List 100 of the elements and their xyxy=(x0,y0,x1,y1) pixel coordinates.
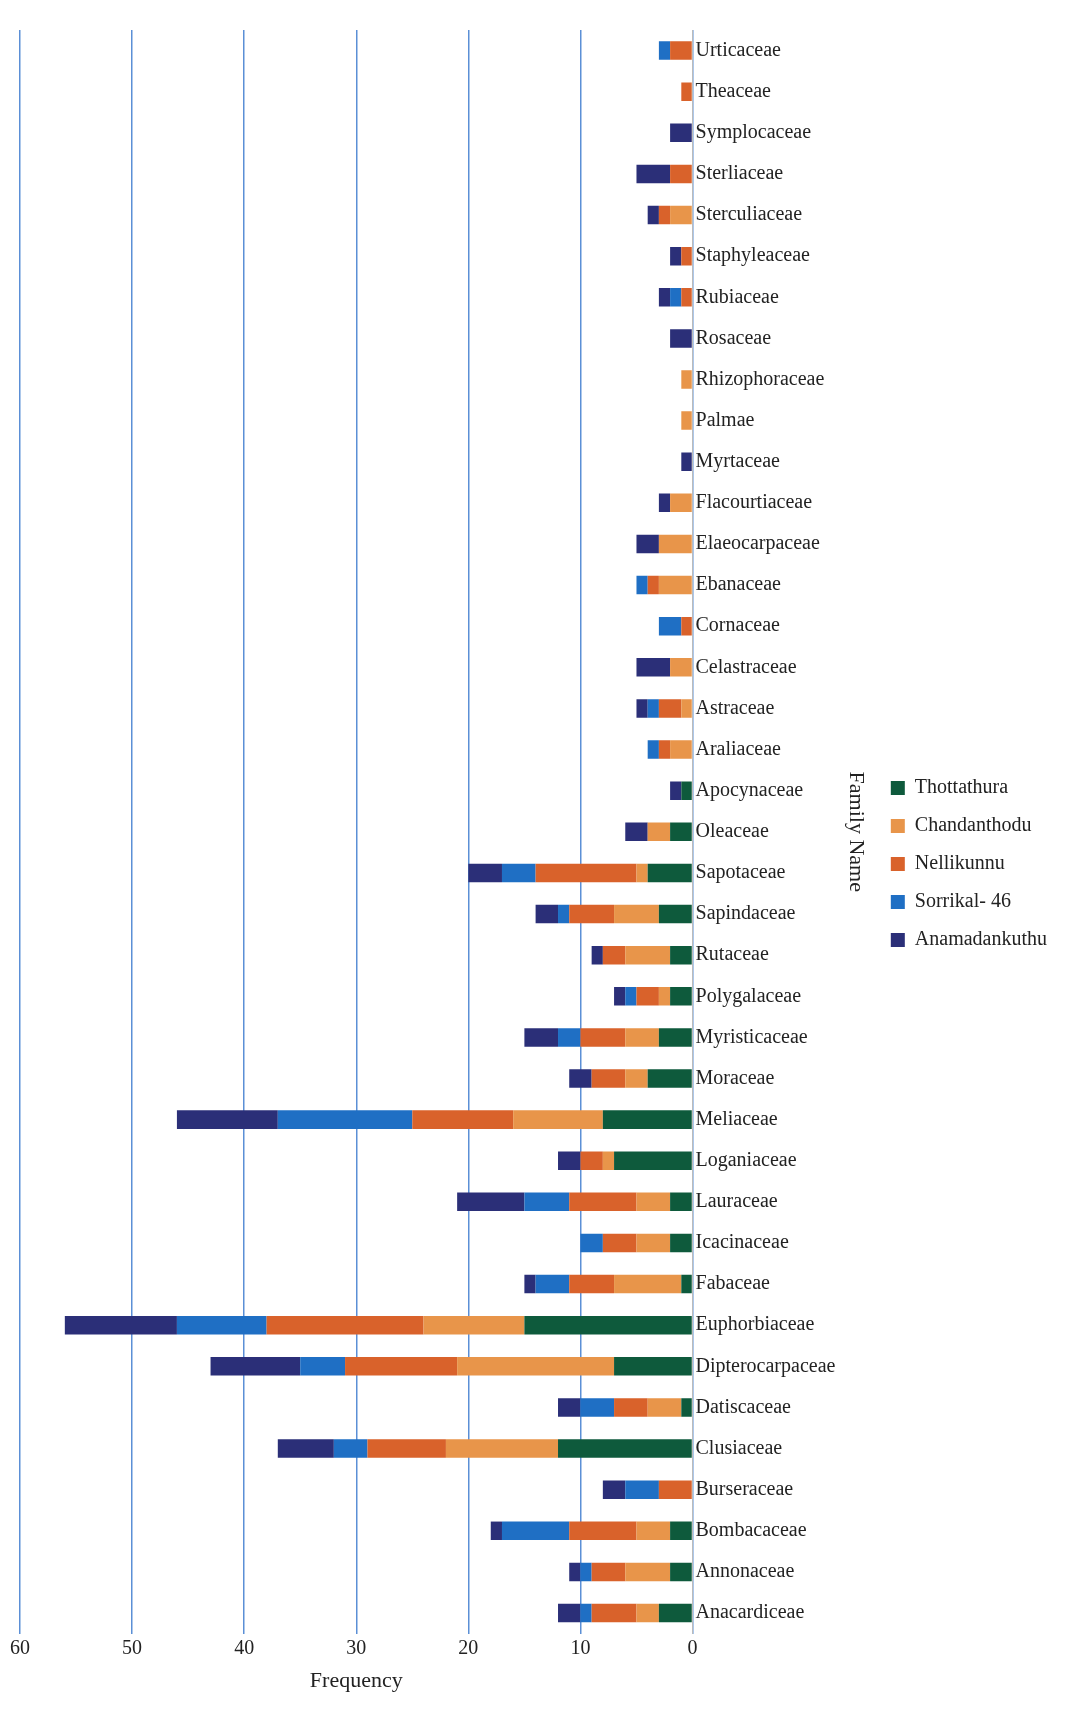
bar xyxy=(681,781,692,800)
bar xyxy=(670,987,692,1006)
bar xyxy=(580,1603,592,1623)
bar xyxy=(569,904,615,924)
bar xyxy=(569,1274,615,1294)
y-tick-label: Flacourtiaceae xyxy=(695,490,813,513)
x-axis-title: Frequency xyxy=(309,1666,403,1692)
bar xyxy=(176,1110,278,1129)
bar xyxy=(580,1028,626,1047)
bar xyxy=(277,1110,413,1129)
bar xyxy=(636,863,648,883)
bar xyxy=(535,863,637,883)
bar xyxy=(457,1192,525,1212)
bar xyxy=(513,1110,603,1129)
y-tick-label: Palmae xyxy=(695,407,755,430)
bar xyxy=(64,1315,177,1335)
bar xyxy=(670,781,682,800)
bar xyxy=(658,1028,692,1047)
bar xyxy=(670,658,692,677)
bar xyxy=(636,658,671,677)
bar xyxy=(670,945,692,965)
bar xyxy=(602,1233,637,1253)
bar xyxy=(468,863,502,883)
x-tick-label: 30 xyxy=(346,1635,367,1658)
bar xyxy=(625,1562,671,1582)
y-tick-label: Bombacaceae xyxy=(695,1518,807,1541)
bar xyxy=(602,1151,615,1170)
bar xyxy=(647,575,659,595)
bar xyxy=(636,534,659,554)
bar xyxy=(670,740,692,759)
bar xyxy=(670,493,692,513)
legend-label: Anamadankuthu xyxy=(914,927,1047,950)
bar xyxy=(591,945,603,965)
bar xyxy=(569,1069,592,1088)
y-axis-title: Family Name xyxy=(844,771,870,892)
bar xyxy=(658,740,671,759)
bar xyxy=(614,1151,692,1170)
y-tick-label: Rhizophoraceae xyxy=(695,366,825,390)
bar xyxy=(670,1521,692,1541)
y-tick-label: Dipterocarpaceae xyxy=(695,1353,836,1377)
bar xyxy=(524,1315,692,1335)
bar xyxy=(569,1192,637,1212)
bar xyxy=(625,822,648,842)
x-tick-label: 50 xyxy=(122,1635,143,1658)
bar xyxy=(636,1521,671,1541)
y-tick-label: Rubiaceae xyxy=(695,284,779,307)
bar xyxy=(614,987,626,1006)
bar xyxy=(501,863,536,883)
y-tick-label: Elaeocarpaceae xyxy=(695,531,820,555)
bar xyxy=(558,1151,581,1170)
bar xyxy=(266,1315,424,1335)
bar xyxy=(524,1028,559,1047)
bar xyxy=(681,82,692,101)
legend-label: Chandanthodu xyxy=(914,813,1032,836)
y-tick-label: Ebanaceae xyxy=(695,572,782,595)
bar xyxy=(658,41,671,60)
y-tick-label: Astraceae xyxy=(695,695,775,718)
bar xyxy=(658,288,671,307)
bar xyxy=(658,534,692,554)
bar xyxy=(625,987,637,1006)
bar xyxy=(602,1110,692,1129)
bar xyxy=(647,1398,682,1417)
y-tick-label: Clusiaceae xyxy=(695,1435,783,1458)
bar xyxy=(602,945,626,965)
y-tick-label: Staphyleaceae xyxy=(695,243,811,267)
bar xyxy=(658,493,671,513)
bar xyxy=(524,1192,570,1212)
bar xyxy=(658,1480,692,1499)
bar xyxy=(625,1028,659,1047)
bar xyxy=(681,288,692,307)
bar xyxy=(670,329,692,348)
bar xyxy=(625,1480,659,1499)
y-tick-label: Loganiaceae xyxy=(695,1147,797,1171)
bar xyxy=(681,411,692,430)
bar xyxy=(614,1357,692,1376)
bar xyxy=(614,1398,648,1417)
bar xyxy=(647,699,659,718)
bar xyxy=(580,1151,603,1170)
bar xyxy=(636,164,671,184)
bar xyxy=(490,1521,502,1541)
y-tick-label: Urticaceae xyxy=(695,37,782,60)
y-tick-label: Cornaceae xyxy=(695,613,781,636)
bar xyxy=(670,822,692,842)
bar xyxy=(636,575,648,595)
bar xyxy=(681,370,692,389)
y-tick-label: Araliaceae xyxy=(695,736,782,759)
bar xyxy=(670,41,692,60)
bar xyxy=(602,1480,626,1499)
bar xyxy=(647,822,671,842)
bar xyxy=(558,1398,581,1417)
bar xyxy=(670,205,692,225)
bar xyxy=(670,1562,692,1582)
y-tick-label: Fabaceae xyxy=(695,1271,771,1294)
bar xyxy=(277,1439,334,1458)
bar xyxy=(569,1521,637,1541)
bar xyxy=(625,945,671,965)
x-tick-label: 60 xyxy=(10,1635,30,1658)
bar xyxy=(535,1274,570,1294)
bar xyxy=(558,904,570,924)
bar xyxy=(524,1274,536,1294)
